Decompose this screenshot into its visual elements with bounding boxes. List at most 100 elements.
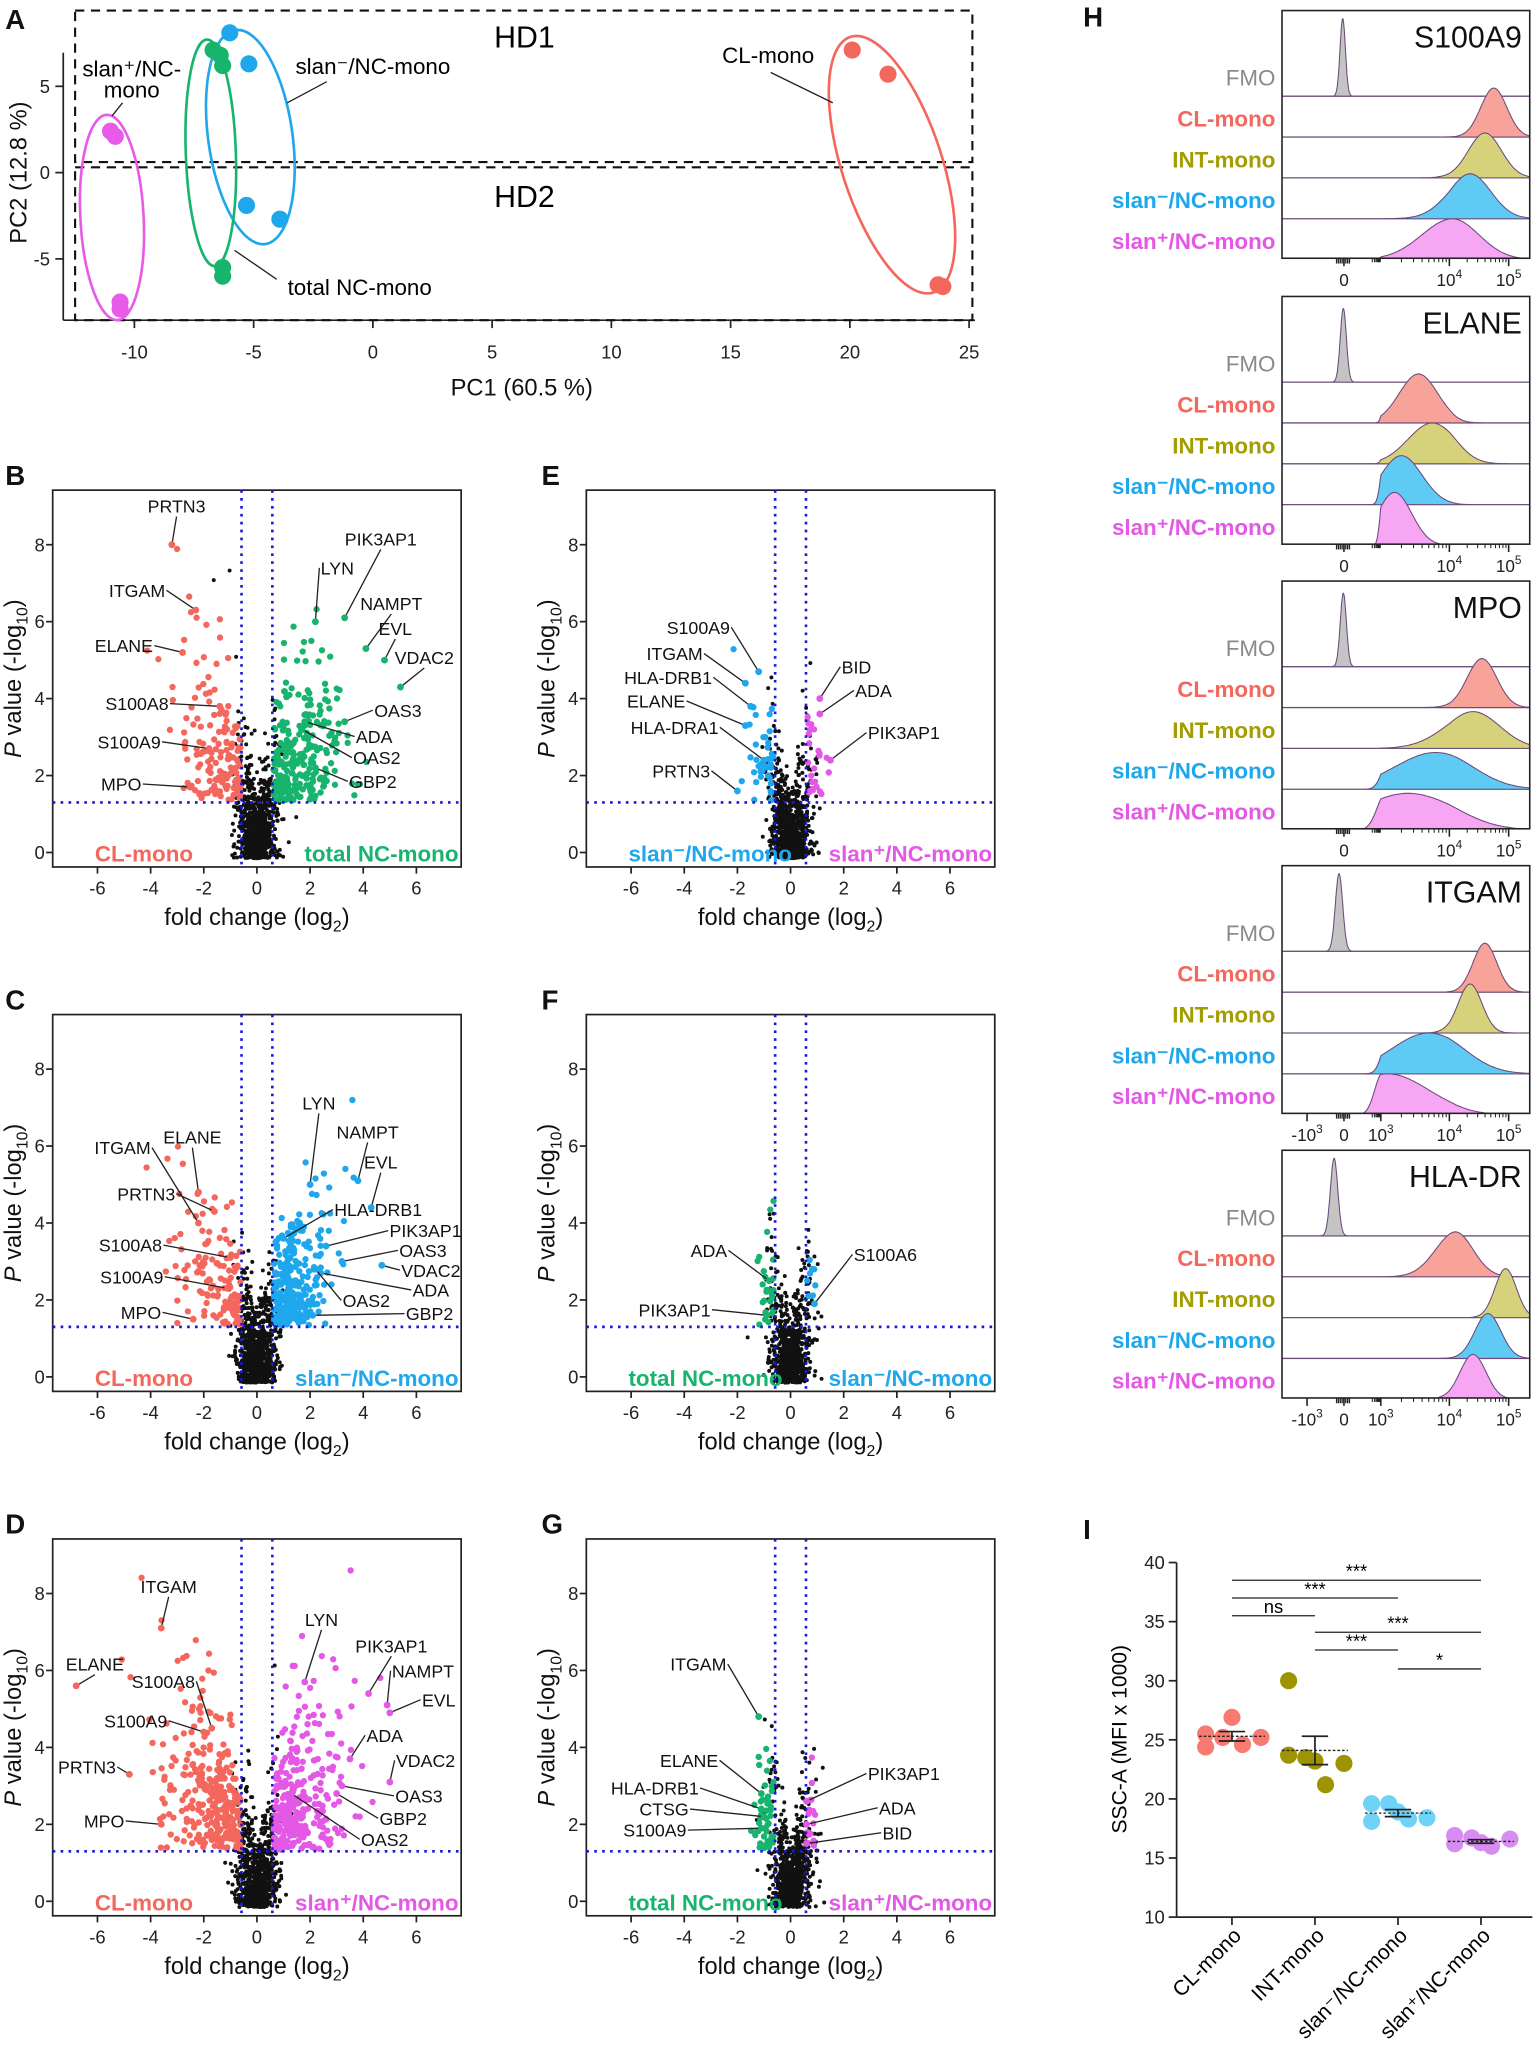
y-tick-label: 2	[35, 1290, 45, 1311]
protein-point	[256, 817, 261, 822]
left-group-label: CL-mono	[95, 1891, 193, 1916]
protein-point	[241, 1827, 246, 1832]
protein-point	[249, 1359, 254, 1364]
gene-label: ELANE	[163, 1128, 221, 1148]
significant-protein-point	[216, 634, 224, 641]
significant-protein-point	[181, 1827, 188, 1834]
x-tick-label: 2	[305, 878, 315, 899]
protein-point	[234, 654, 239, 659]
significant-protein-point	[189, 1797, 196, 1804]
protein-point	[266, 1770, 271, 1775]
protein-point	[249, 1270, 254, 1275]
protein-point	[233, 1350, 238, 1355]
significant-protein-point	[180, 1730, 187, 1737]
x-tick-label: 5	[487, 341, 497, 362]
protein-point	[253, 830, 258, 835]
protein-point	[236, 1374, 241, 1379]
protein-point	[251, 776, 256, 781]
protein-point	[250, 1334, 255, 1339]
right-group-label: total NC-mono	[304, 842, 458, 867]
protein-point	[236, 839, 241, 844]
significant-protein-point	[287, 1737, 294, 1745]
significant-protein-point	[293, 1713, 301, 1720]
protein-point	[250, 1836, 255, 1841]
protein-point	[764, 817, 769, 822]
significant-protein-point	[193, 1269, 201, 1276]
leader-line	[286, 81, 328, 104]
significant-protein-point	[143, 1164, 150, 1171]
significant-protein-point	[226, 1769, 233, 1776]
y-tick-label: 0	[35, 1366, 45, 1387]
points	[118, 1567, 384, 1910]
significant-protein-point	[202, 1240, 209, 1248]
significant-protein-point	[182, 738, 189, 746]
gene-label: ADA	[356, 727, 393, 747]
protein-point	[273, 837, 278, 841]
protein-point	[259, 841, 264, 846]
significant-protein-point	[277, 703, 284, 710]
protein-point	[250, 1827, 255, 1832]
protein-point	[249, 1301, 254, 1306]
significant-protein-point	[273, 795, 280, 803]
protein-point	[264, 1307, 269, 1312]
gene-annotation: GBP2	[311, 764, 397, 792]
gene-point	[362, 645, 370, 653]
x-tick-label: 2	[305, 1402, 315, 1423]
significant-protein-point	[188, 704, 195, 711]
protein-point	[246, 835, 251, 840]
protein-point	[242, 1270, 247, 1275]
significant-protein-point	[164, 1155, 171, 1162]
protein-point	[795, 752, 800, 757]
gene-annotation: OAS3	[338, 1782, 443, 1806]
significant-protein-point	[295, 1260, 303, 1267]
significant-protein-point	[351, 1677, 358, 1685]
text-part: 10	[15, 1131, 32, 1149]
protein-point	[252, 728, 257, 733]
protein-point	[252, 1902, 257, 1907]
x-tick-label: -5	[245, 341, 261, 362]
significant-protein-point	[289, 1222, 296, 1229]
gene-point	[192, 606, 200, 614]
significant-protein-point	[173, 1835, 181, 1843]
group-label: slan⁺/NC-	[82, 56, 181, 81]
significant-protein-point	[159, 1741, 167, 1748]
significant-protein-point	[235, 744, 243, 751]
protein-point	[275, 1881, 280, 1886]
protein-point	[243, 1861, 248, 1866]
significant-protein-point	[223, 1203, 231, 1210]
significant-protein-point	[285, 1262, 292, 1269]
group-label: slan⁻/NC-mono	[295, 54, 450, 79]
protein-point	[253, 808, 258, 813]
significant-protein-point	[278, 1296, 285, 1304]
protein-point	[266, 1271, 271, 1276]
protein-point	[244, 831, 249, 836]
gene-point	[157, 1820, 165, 1828]
protein-point	[267, 789, 272, 794]
protein-point	[275, 1355, 280, 1360]
protein-point	[280, 817, 285, 822]
protein-point	[284, 1892, 289, 1897]
significant-protein-point	[186, 593, 193, 600]
protein-point	[817, 806, 822, 811]
protein-point	[247, 788, 252, 793]
protein-point	[227, 1353, 232, 1358]
right-group-label: slan⁺/NC-mono	[295, 1891, 458, 1916]
significant-protein-point	[295, 1837, 302, 1844]
significant-protein-point	[228, 740, 236, 747]
significant-protein-point	[203, 1831, 211, 1838]
significant-protein-point	[320, 782, 328, 789]
protein-point	[256, 827, 261, 832]
significant-protein-point	[184, 1262, 191, 1269]
significant-protein-point	[201, 1781, 209, 1788]
significant-protein-point	[348, 780, 356, 787]
protein-point	[241, 1294, 246, 1299]
gene-point	[333, 1790, 341, 1797]
protein-point	[276, 852, 281, 857]
significant-protein-point	[290, 786, 298, 794]
significant-protein-point	[149, 1768, 156, 1776]
gene-label: NAMPT	[392, 1661, 454, 1681]
pca-group: CL-mono	[722, 34, 957, 296]
significant-protein-point	[296, 1296, 303, 1303]
significant-protein-point	[189, 1840, 196, 1847]
